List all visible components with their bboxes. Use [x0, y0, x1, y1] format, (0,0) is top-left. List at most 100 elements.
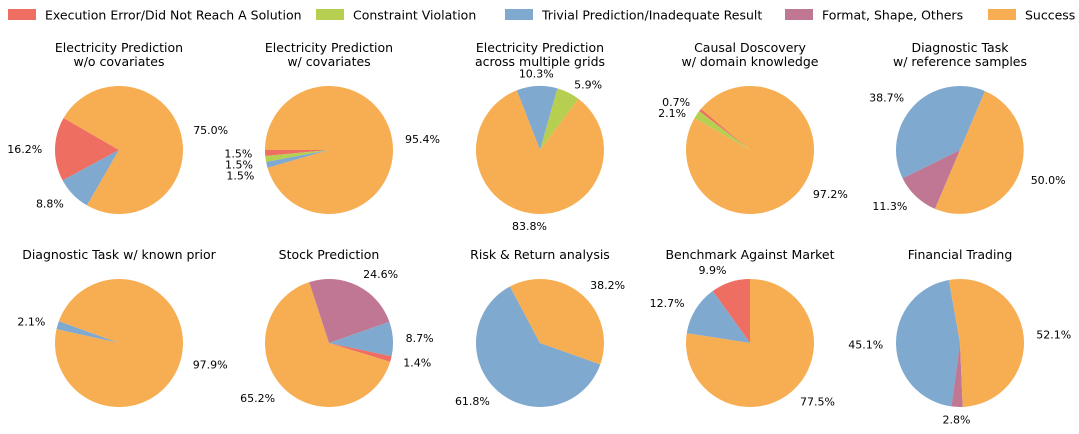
pie-slice-trivial-prediction	[516, 86, 558, 150]
pie-slice-success	[948, 278, 1025, 407]
chart-title-line: Diagnostic Task w/ known prior	[22, 247, 216, 262]
slice-label: 11.3%	[872, 200, 907, 213]
slice-label: 1.5%	[224, 148, 252, 161]
slice-label: 61.8%	[455, 395, 490, 408]
slice-label: 0.7%	[662, 96, 690, 109]
slice-label: 38.7%	[869, 91, 904, 104]
slice-label: 2.1%	[658, 107, 686, 120]
legend-item-trivial-prediction: Trivial Prediction/Inadequate Result	[505, 8, 762, 23]
pie-panel-benchmark-against-market: Benchmark Against Market 9.9% 12.7% 77.5%	[650, 247, 835, 408]
chart-title-line: Benchmark Against Market	[665, 247, 834, 262]
slice-label: 52.1%	[1036, 329, 1071, 342]
slice-label: 50.0%	[1031, 174, 1066, 187]
slice-label: 10.3%	[519, 67, 554, 80]
chart-title-line: w/o covariates	[73, 54, 164, 69]
pie-slice-success	[475, 90, 604, 214]
pie-slice-success	[509, 278, 604, 365]
legend-item-format-shape-others: Format, Shape, Others	[785, 8, 963, 23]
chart-title-line: Risk & Return analysis	[470, 247, 610, 262]
pie-slice-trivial-prediction	[56, 321, 119, 343]
legend-label: Format, Shape, Others	[822, 8, 963, 23]
pie-panel-diagnostic-task-w-known-prior: Diagnostic Task w/ known prior 2.1% 97.9%	[17, 247, 228, 408]
slice-label: 1.5%	[225, 159, 253, 172]
chart-title-line: Causal Doscovery	[694, 40, 806, 55]
legend: Execution Error/Did Not Reach A Solution…	[8, 8, 1075, 23]
chart-title-line: Stock Prediction	[279, 247, 380, 262]
pie-slice-success	[686, 279, 815, 407]
slice-label: 1.4%	[403, 356, 431, 369]
pie-slice-execution-error	[699, 108, 750, 150]
slice-label: 8.7%	[406, 332, 434, 345]
chart-title-line: Electricity Prediction	[476, 40, 604, 55]
pie-slice-format-shape-others	[902, 150, 960, 209]
chart-title-line: Financial Trading	[908, 247, 1013, 262]
slice-label: 45.1%	[848, 339, 883, 352]
slice-label: 16.2%	[7, 143, 42, 156]
pie-slice-trivial-prediction	[896, 279, 960, 407]
slice-label: 5.9%	[574, 78, 602, 91]
legend-label: Constraint Violation	[353, 8, 476, 23]
pie-panel-financial-trading: Financial Trading 45.1% 2.8% 52.1%	[848, 247, 1071, 427]
pie-slice-execution-error	[264, 150, 329, 157]
legend-swatch	[505, 9, 533, 20]
slice-label: 12.7%	[650, 297, 685, 310]
slice-label: 24.6%	[363, 268, 398, 281]
pie-slice-trivial-prediction	[62, 150, 119, 206]
legend-item-execution-error: Execution Error/Did Not Reach A Solution	[8, 8, 302, 23]
pie-slice-success	[63, 86, 183, 215]
pie-slice-constraint-violation	[694, 111, 750, 150]
pie-slice-format-shape-others	[309, 278, 390, 343]
pie-slice-success	[686, 85, 815, 214]
pie-slice-trivial-prediction	[895, 85, 986, 179]
slice-label: 2.1%	[17, 316, 45, 329]
slice-label: 75.0%	[193, 124, 228, 137]
slice-label: 8.8%	[36, 198, 64, 211]
legend-label: Success	[1025, 8, 1075, 23]
slice-label: 1.5%	[226, 170, 254, 183]
pie-slice-format-shape-others	[951, 343, 963, 407]
pie-slice-execution-error	[329, 343, 392, 362]
legend-label: Trivial Prediction/Inadequate Result	[541, 8, 762, 23]
legend-swatch	[988, 9, 1016, 20]
pie-slice-trivial-prediction	[475, 286, 601, 407]
slice-label: 9.9%	[699, 264, 727, 277]
pie-slice-execution-error	[712, 279, 750, 343]
legend-swatch	[785, 9, 813, 20]
legend-label: Execution Error/Did Not Reach A Solution	[45, 8, 302, 23]
slice-label: 65.2%	[240, 392, 275, 405]
pie-slice-trivial-prediction	[686, 290, 750, 343]
chart-title-line: w/ covariates	[287, 54, 370, 69]
slice-label: 2.8%	[943, 414, 971, 427]
chart-title-line: Electricity Prediction	[55, 40, 183, 55]
pie-slice-trivial-prediction	[266, 150, 329, 168]
slice-label: 38.2%	[590, 279, 625, 292]
legend-swatch	[316, 9, 344, 20]
pie-slice-constraint-violation	[540, 88, 579, 150]
pie-slice-success	[934, 91, 1024, 214]
chart-title-line: w/ domain knowledge	[682, 54, 819, 69]
pie-panel-risk-return-analysis: Risk & Return analysis 61.8% 38.2%	[455, 247, 625, 408]
chart-title-line: Electricity Prediction	[265, 40, 393, 55]
pie-slice-success	[54, 279, 183, 408]
pie-slice-constraint-violation	[265, 150, 329, 162]
slice-label: 83.8%	[512, 220, 547, 233]
slice-label: 95.4%	[405, 133, 440, 146]
pie-slice-success	[265, 85, 393, 214]
slice-label: 97.9%	[193, 359, 228, 372]
pie-panel-stock-prediction: Stock Prediction 65.2% 1.4% 8.7% 24.6%	[240, 247, 434, 407]
chart-title-line: across multiple grids	[475, 54, 605, 69]
pie-slice-execution-error	[54, 118, 120, 181]
pie-slice-trivial-prediction	[329, 321, 393, 357]
slice-label: 97.2%	[813, 188, 848, 201]
slice-label: 77.5%	[800, 395, 835, 408]
chart-title-line: Diagnostic Task	[912, 40, 1010, 55]
pie-slice-success	[265, 282, 391, 407]
legend-item-constraint-violation: Constraint Violation	[316, 8, 476, 23]
legend-item-success: Success	[988, 8, 1075, 23]
